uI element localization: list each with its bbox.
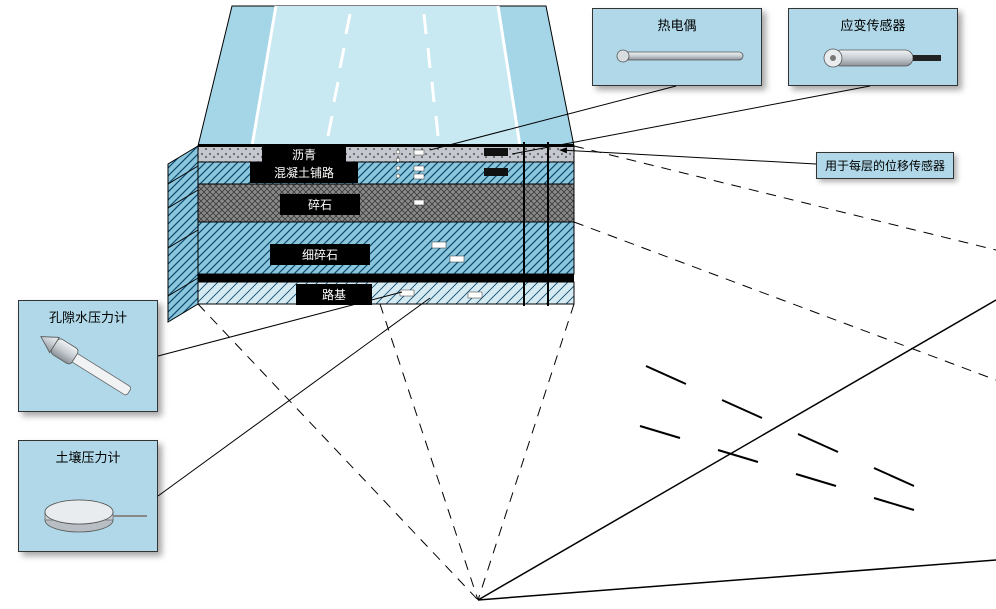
layer-label-fine: 细碎石 — [270, 244, 370, 265]
road-top-surface — [198, 6, 574, 146]
road-diagram — [0, 0, 996, 609]
layer-label-gravel: 碎石 — [280, 194, 360, 215]
displacement-sensor-label: 用于每层的位移传感器 — [816, 152, 954, 179]
left-3d-face — [168, 146, 198, 322]
layer-label-concrete: 混凝土铺路 — [250, 162, 358, 183]
layer-label-subgrade: 路基 — [296, 284, 372, 305]
